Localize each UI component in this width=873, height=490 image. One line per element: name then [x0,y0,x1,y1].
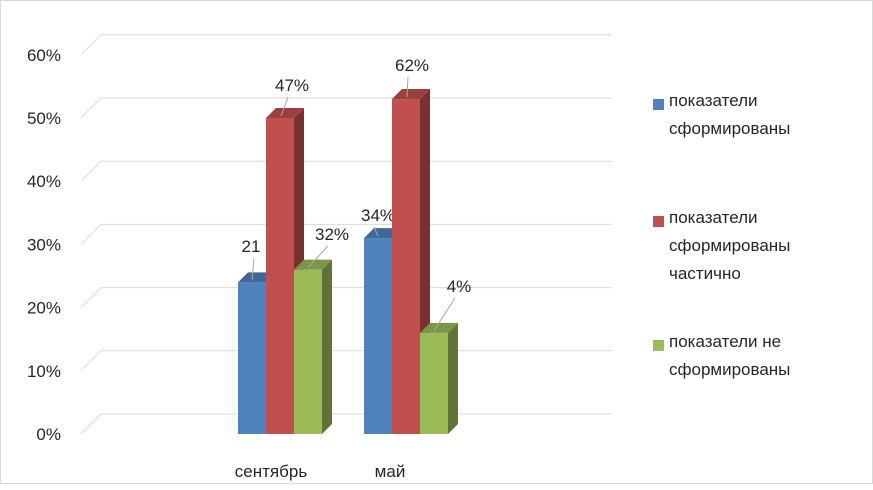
bar-side [448,322,458,434]
bar-side [322,259,332,434]
y-tick-label: 60% [27,46,61,65]
y-tick-label: 30% [27,235,61,254]
gridline-depth [80,413,102,435]
legend-label: показатели сформированы частично [669,208,791,283]
bar-top [392,89,430,100]
bar [238,282,266,434]
data-label: 4% [447,277,472,296]
data-label: 21 [242,237,261,256]
gridline-depth [80,34,102,56]
bar [294,269,322,434]
y-tick-label: 50% [27,109,61,128]
bar [266,118,294,434]
bar-top [420,322,458,333]
legend-item-sformirovany: показатели сформированы [653,91,854,143]
data-label-leader [373,226,379,237]
data-label: 32% [315,225,349,244]
legend-item-ne-sformirovany: показатели не сформированы [653,332,854,384]
legend-label: показатели не сформированы [669,332,791,379]
data-label: 47% [275,76,309,95]
y-tick-label: 20% [27,299,61,318]
data-label-leader [251,257,255,281]
y-tick-label: 40% [27,172,61,191]
gridline-depth [80,350,102,372]
legend-swatch [653,340,664,351]
gridline-depth [80,287,102,308]
bar-top [266,108,304,118]
gridline-depth [80,160,102,182]
legend-label: показатели сформированы [669,91,791,138]
bar-top [294,259,332,270]
data-label: 34% [361,206,395,225]
gridline-depth [80,224,102,245]
x-tick-label: сентябрь [235,462,308,481]
legend-swatch [653,216,664,227]
data-label-leader [307,245,329,269]
bar [420,332,448,434]
legend: показатели сформированы показатели сформ… [653,1,863,485]
data-label-leader [406,76,409,98]
bar [364,238,392,434]
y-tick-label: 10% [27,362,61,381]
legend-item-chastichno: показатели сформированы частично [653,208,854,288]
gridline-depth [80,97,102,119]
data-label-leader [280,96,289,117]
x-tick-label: май [375,462,406,481]
y-tick-label: 0% [36,425,61,444]
bar [392,99,420,434]
data-label: 62% [395,56,429,75]
data-label-leader [433,297,456,332]
legend-swatch [653,99,664,110]
